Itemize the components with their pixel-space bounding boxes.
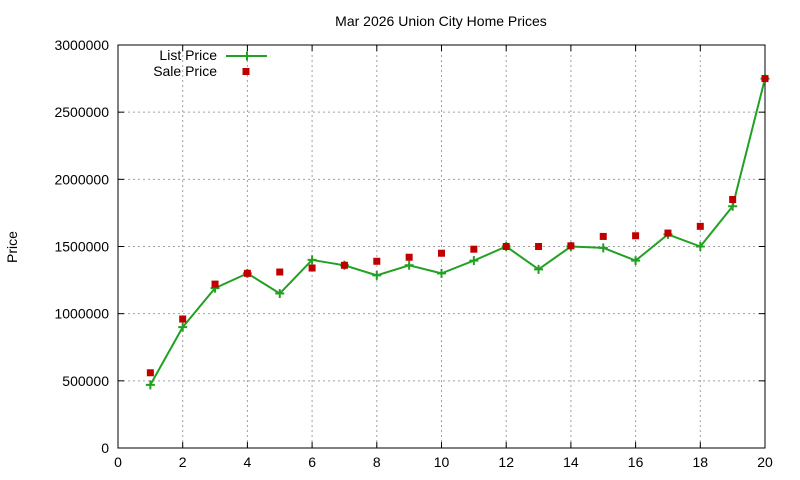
x-tick-label: 6 — [308, 454, 316, 470]
data-point-sale-price — [373, 257, 381, 265]
data-point-list-price — [469, 256, 479, 266]
data-point-list-price — [404, 260, 414, 270]
data-point-sale-price — [179, 315, 187, 323]
data-point-list-price — [275, 289, 285, 299]
data-point-sale-price — [535, 243, 543, 250]
data-point-sale-price — [696, 222, 704, 230]
x-tick-label: 4 — [244, 454, 252, 470]
chart-title: Mar 2026 Union City Home Prices — [335, 13, 547, 29]
y-tick-label: 1500000 — [54, 239, 109, 255]
x-tick-label: 2 — [179, 454, 187, 470]
y-tick-label: 0 — [101, 440, 109, 456]
data-point-sale-price — [470, 245, 478, 253]
x-tick-label: 12 — [498, 454, 514, 470]
series-layer — [145, 74, 770, 390]
x-tick-label: 14 — [563, 454, 579, 470]
data-point-list-price — [695, 242, 705, 251]
series-list-price — [145, 74, 770, 390]
data-point-sale-price — [567, 242, 575, 250]
data-point-sale-price — [211, 280, 219, 288]
series-sale-price — [146, 75, 769, 377]
data-point-sale-price — [340, 261, 348, 269]
data-point-sale-price — [502, 243, 510, 250]
data-point-list-price — [372, 270, 382, 280]
data-point-list-price — [598, 243, 608, 253]
data-point-sale-price — [761, 75, 769, 83]
x-tick-label: 18 — [693, 454, 709, 470]
x-tick-label: 16 — [628, 454, 644, 470]
data-point-sale-price — [599, 232, 607, 240]
series-line-list-price — [149, 78, 766, 386]
legend-label-sale-price: Sale Price — [153, 63, 217, 79]
y-tick-label: 2500000 — [54, 104, 109, 120]
data-point-list-price — [631, 256, 641, 266]
x-tick-label: 10 — [434, 454, 450, 470]
x-axis: 0 2 4 6 8 10 12 14 16 18 20 — [114, 45, 773, 470]
x-tick-label: 0 — [114, 454, 122, 470]
legend-marker-sale-price — [242, 68, 250, 75]
x-tick-label: 8 — [373, 454, 381, 470]
y-tick-label: 500000 — [62, 373, 109, 389]
y-axis-label: Price — [4, 231, 20, 263]
data-point-sale-price — [664, 229, 672, 237]
y-axis: 0 500000 1000000 1500000 2000000 2500000 30000… — [54, 37, 765, 456]
grid — [118, 45, 765, 448]
data-point-sale-price — [632, 232, 640, 240]
data-point-list-price — [437, 268, 446, 278]
data-point-sale-price — [438, 249, 445, 257]
x-tick-label: 20 — [757, 454, 773, 470]
data-point-sale-price — [146, 369, 154, 377]
legend-label-list-price: List Price — [159, 47, 217, 63]
legend: List Price Sale Price — [153, 47, 267, 79]
data-point-sale-price — [243, 269, 251, 277]
data-point-sale-price — [405, 253, 413, 261]
data-point-sale-price — [308, 264, 316, 272]
data-point-list-price — [178, 322, 188, 332]
y-tick-label: 2000000 — [54, 171, 109, 187]
legend-marker-list-price — [242, 51, 252, 61]
data-point-list-price — [728, 201, 738, 211]
y-tick-label: 3000000 — [54, 37, 109, 53]
y-tick-label: 1000000 — [54, 306, 109, 322]
data-point-sale-price — [276, 268, 284, 276]
data-point-list-price — [145, 380, 155, 390]
data-point-list-price — [307, 255, 317, 265]
data-point-list-price — [534, 264, 544, 274]
data-point-sale-price — [729, 195, 737, 203]
